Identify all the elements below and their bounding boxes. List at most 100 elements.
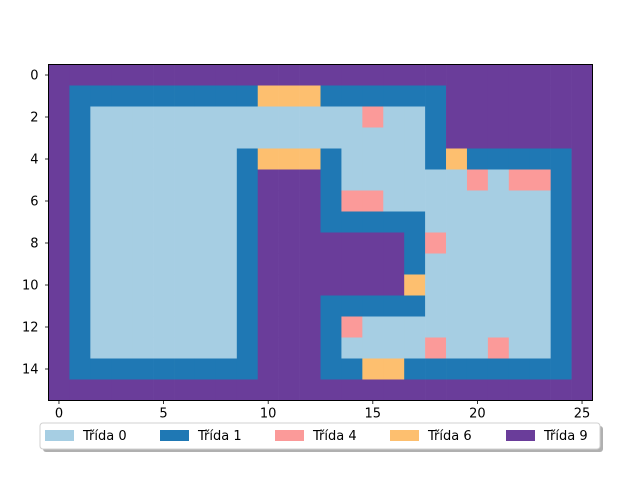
heatmap-cell bbox=[215, 169, 238, 191]
x-tick-label: 5 bbox=[159, 407, 167, 422]
heatmap-cell bbox=[299, 358, 321, 380]
heatmap-cell bbox=[257, 169, 279, 191]
heatmap-cell bbox=[132, 232, 154, 254]
heatmap-cells bbox=[48, 64, 593, 401]
heatmap-cell bbox=[299, 106, 321, 128]
heatmap-cell bbox=[508, 295, 531, 317]
heatmap-cell bbox=[257, 190, 279, 212]
heatmap-cell bbox=[404, 232, 426, 254]
legend-box bbox=[39, 422, 601, 450]
heatmap-cell bbox=[320, 190, 342, 212]
heatmap-cell bbox=[215, 190, 238, 212]
legend-label: Třída 9 bbox=[543, 429, 588, 444]
heatmap-cell bbox=[174, 253, 196, 275]
heatmap-cell bbox=[487, 274, 510, 296]
heatmap-cell bbox=[425, 253, 447, 275]
heatmap-cell bbox=[215, 85, 238, 107]
legend: Třída 0 Třída 1 Třída 4 Třída 6 Třída 9 bbox=[39, 422, 603, 452]
heatmap-cell bbox=[215, 148, 238, 170]
heatmap-cell bbox=[69, 64, 91, 86]
legend-swatch bbox=[506, 430, 535, 441]
heatmap-cell bbox=[278, 379, 300, 401]
heatmap-cell bbox=[48, 358, 70, 380]
heatmap-cell bbox=[236, 232, 259, 254]
heatmap-cell bbox=[215, 274, 238, 296]
heatmap-cell bbox=[299, 253, 321, 275]
heatmap-cell bbox=[153, 379, 175, 401]
heatmap-cell bbox=[487, 316, 510, 338]
heatmap-cell bbox=[362, 232, 384, 254]
heatmap-cell bbox=[487, 106, 510, 128]
heatmap-cell bbox=[529, 337, 551, 359]
legend-swatch bbox=[390, 430, 419, 441]
heatmap-cell bbox=[550, 106, 572, 128]
heatmap-cell bbox=[446, 64, 468, 86]
heatmap-cell bbox=[90, 211, 112, 233]
heatmap-cell bbox=[571, 106, 593, 128]
heatmap-cell bbox=[278, 232, 300, 254]
heatmap-cell bbox=[153, 127, 175, 149]
heatmap-cell bbox=[132, 379, 154, 401]
heatmap-cell bbox=[362, 169, 384, 191]
heatmap-cell bbox=[425, 232, 447, 254]
heatmap-cell bbox=[320, 379, 342, 401]
heatmap-cell bbox=[48, 379, 70, 401]
heatmap-cell bbox=[508, 127, 531, 149]
heatmap-cell bbox=[425, 64, 447, 86]
heatmap-cell bbox=[278, 106, 300, 128]
heatmap-cell bbox=[466, 190, 489, 212]
heatmap-cell bbox=[383, 169, 405, 191]
heatmap-cell bbox=[383, 358, 405, 380]
heatmap-cell bbox=[487, 232, 510, 254]
heatmap-cell bbox=[487, 148, 510, 170]
heatmap-cell bbox=[132, 295, 154, 317]
plot-frame bbox=[48, 64, 593, 401]
heatmap-cell bbox=[446, 211, 468, 233]
heatmap-cell bbox=[299, 316, 321, 338]
heatmap-cell bbox=[425, 190, 447, 212]
heatmap-cell bbox=[69, 211, 91, 233]
heatmap-cell bbox=[111, 337, 133, 359]
heatmap-cell bbox=[132, 169, 154, 191]
heatmap-cell bbox=[174, 379, 196, 401]
heatmap-cell bbox=[550, 358, 572, 380]
heatmap-cell bbox=[236, 169, 259, 191]
heatmap-cell bbox=[132, 274, 154, 296]
heatmap-cell bbox=[446, 316, 468, 338]
heatmap-cell bbox=[320, 169, 342, 191]
heatmap-cell bbox=[508, 253, 531, 275]
heatmap-cell bbox=[299, 127, 321, 149]
heatmap-cell bbox=[571, 379, 593, 401]
heatmap-cell bbox=[383, 253, 405, 275]
heatmap-cell bbox=[111, 379, 133, 401]
heatmap-cell bbox=[174, 316, 196, 338]
heatmap-cell bbox=[550, 211, 572, 233]
heatmap-cell bbox=[425, 295, 447, 317]
heatmap-cell bbox=[215, 337, 238, 359]
heatmap-cell bbox=[257, 211, 279, 233]
heatmap-cell bbox=[383, 232, 405, 254]
heatmap-cell bbox=[446, 274, 468, 296]
heatmap-cell bbox=[174, 106, 196, 128]
heatmap-cell bbox=[487, 211, 510, 233]
heatmap-cell bbox=[508, 190, 531, 212]
y-tick-label: 0 bbox=[30, 69, 38, 84]
heatmap-cell bbox=[153, 232, 175, 254]
heatmap-cell bbox=[529, 379, 551, 401]
heatmap-cell bbox=[236, 337, 259, 359]
heatmap-cell bbox=[550, 232, 572, 254]
heatmap-cell bbox=[404, 127, 426, 149]
heatmap-cell bbox=[153, 337, 175, 359]
heatmap-cell bbox=[466, 148, 489, 170]
heatmap-cell bbox=[257, 232, 279, 254]
heatmap-cell bbox=[529, 85, 551, 107]
heatmap-cell bbox=[215, 127, 238, 149]
heatmap-cell bbox=[257, 85, 279, 107]
heatmap-cell bbox=[320, 127, 342, 149]
heatmap-cell bbox=[153, 85, 175, 107]
heatmap-cell bbox=[529, 358, 551, 380]
heatmap-cell bbox=[425, 274, 447, 296]
heatmap-cell bbox=[278, 85, 300, 107]
heatmap-cell bbox=[404, 190, 426, 212]
heatmap-cell bbox=[425, 379, 447, 401]
